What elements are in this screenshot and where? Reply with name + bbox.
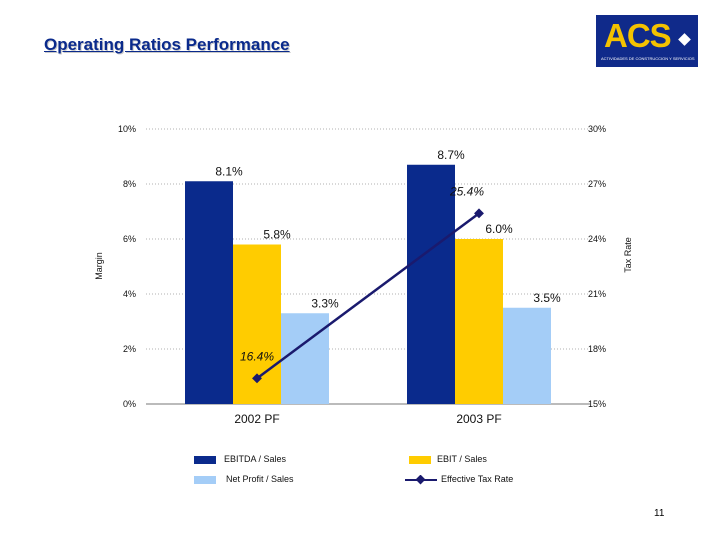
bar-ebitda-sales <box>407 164 455 404</box>
tax-rate-marker <box>252 373 262 384</box>
y2-tick-label: 30% <box>588 124 606 134</box>
legend-label-ebitda: EBITDA / Sales <box>224 454 287 464</box>
y2-tick-label: 15% <box>588 399 606 409</box>
bar-data-label: 8.7% <box>437 148 465 162</box>
acs-logo: ACS ACTIVIDADES DE CONSTRUCCION Y SERVIC… <box>596 15 698 67</box>
y-tick-label: 4% <box>123 289 136 299</box>
y2-tick-label: 24% <box>588 234 606 244</box>
y2-tick-label: 21% <box>588 289 606 299</box>
tax-rate-data-label: 25.4% <box>449 184 484 198</box>
y-axis-title: Margin <box>94 252 104 280</box>
slide-title: Operating Ratios Performance <box>44 35 290 54</box>
bar-ebitda-sales <box>185 181 233 404</box>
bar-data-label: 3.3% <box>311 296 339 310</box>
bar-net-profit-sales <box>503 307 551 404</box>
bar-data-label: 6.0% <box>485 222 513 236</box>
legend-swatch-ebit <box>409 456 431 464</box>
logo-subtitle: ACTIVIDADES DE CONSTRUCCION Y SERVICIOS <box>601 56 695 61</box>
legend-label-net-profit: Net Profit / Sales <box>226 474 294 484</box>
bar-ebit-sales <box>455 239 503 404</box>
y-tick-label: 0% <box>123 399 136 409</box>
tax-rate-marker <box>474 208 484 219</box>
bar-net-profit-sales <box>281 313 329 404</box>
legend-line-tax-rate <box>405 475 437 485</box>
y-tick-label: 2% <box>123 344 136 354</box>
page-number: 11 <box>654 508 665 519</box>
y2-tick-label: 27% <box>588 179 606 189</box>
logo-text: ACS <box>604 17 672 54</box>
legend-label-ebit: EBIT / Sales <box>437 454 487 464</box>
y2-tick-label: 18% <box>588 344 606 354</box>
tax-rate-line <box>256 212 480 380</box>
x-category-label: 2003 PF <box>456 412 501 426</box>
x-category-label: 2002 PF <box>234 412 279 426</box>
bar-data-label: 8.1% <box>215 164 243 178</box>
bar-data-label: 5.8% <box>263 228 291 242</box>
bar-data-label: 3.5% <box>533 291 561 305</box>
y-tick-label: 8% <box>123 179 136 189</box>
legend-label-tax-rate: Effective Tax Rate <box>441 474 514 484</box>
legend-swatch-ebitda <box>194 456 216 464</box>
y2-axis-title: Tax Rate <box>623 237 633 273</box>
y-tick-label: 10% <box>118 124 136 134</box>
legend-swatch-net-profit <box>194 476 216 484</box>
y-tick-label: 6% <box>123 234 136 244</box>
tax-rate-data-label: 16.4% <box>240 349 274 363</box>
